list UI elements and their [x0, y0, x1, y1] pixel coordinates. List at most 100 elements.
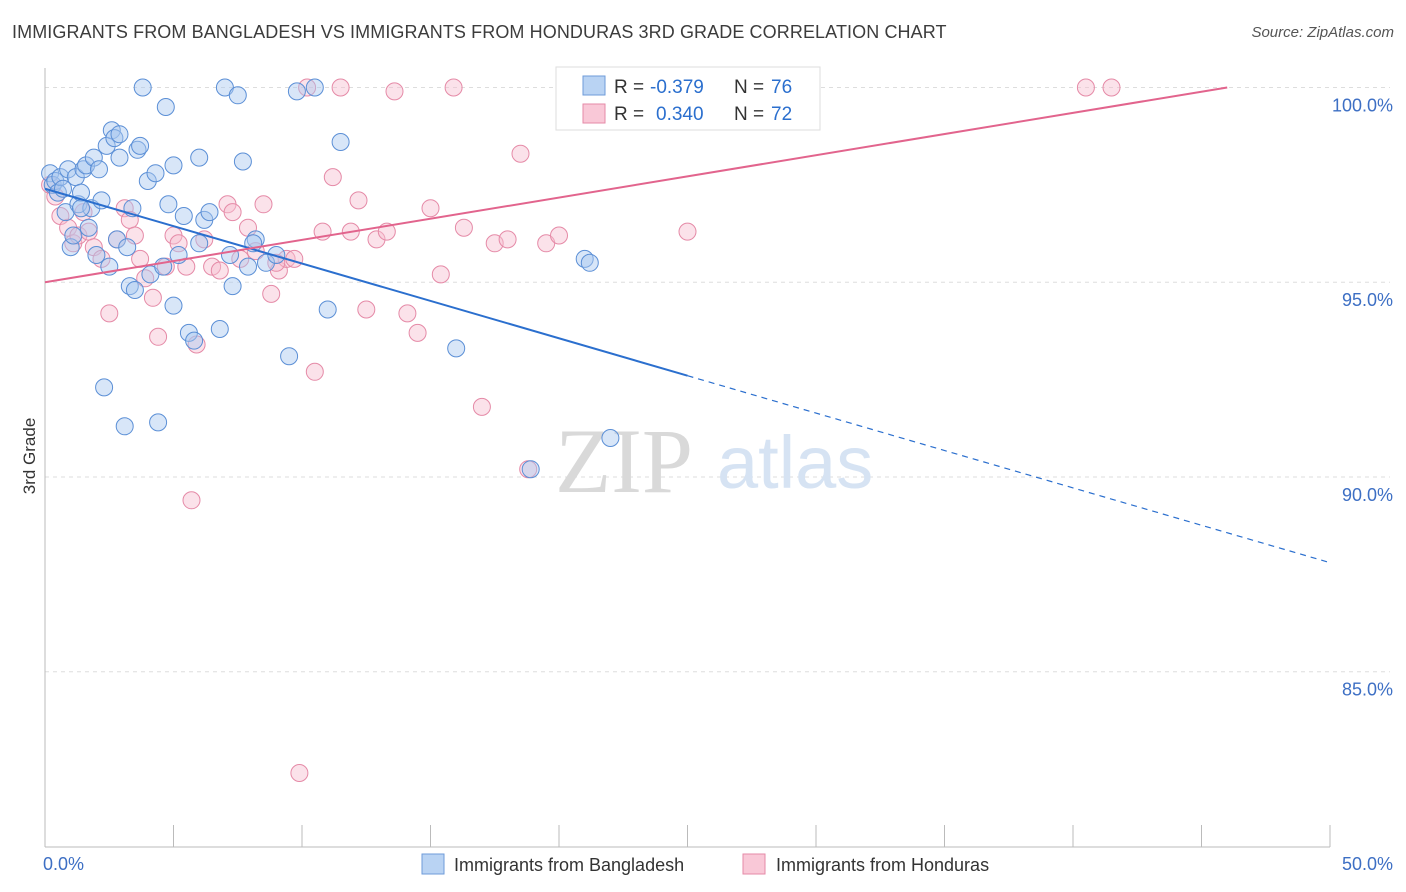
point-honduras-59 [511, 144, 530, 163]
point-honduras-10 [100, 304, 119, 323]
stats-r-value-bangladesh: -0.379 [650, 77, 704, 98]
point-honduras-40 [305, 362, 324, 381]
stats-box: R = -0.379 N = 76 R = 0.340 N = 72 [555, 66, 821, 131]
point-bangladesh-63 [110, 125, 129, 144]
point-bangladesh-74 [156, 98, 175, 116]
point-bangladesh-30 [125, 281, 144, 299]
series-bangladesh-points [41, 78, 620, 479]
point-honduras-69 [1076, 78, 1095, 97]
point-bangladesh-34 [138, 172, 157, 190]
point-honduras-47 [367, 230, 386, 249]
stats-swatch-bangladesh [582, 75, 606, 96]
stats-n-value-honduras: 72 [771, 104, 792, 125]
point-honduras-49 [385, 82, 404, 101]
point-honduras-51 [408, 323, 427, 342]
stats-r-label-bangladesh: R = [614, 77, 644, 98]
point-honduras-52 [421, 199, 440, 218]
trend-line-bangladesh [44, 187, 688, 377]
point-honduras-34 [262, 284, 281, 303]
y-tick-labels: 100.0% 95.0% 90.0% 85.0% [1332, 95, 1393, 699]
point-honduras-50 [398, 304, 417, 323]
point-bangladesh-27 [115, 417, 134, 436]
point-honduras-56 [472, 397, 491, 416]
legend: Immigrants from Bangladesh Immigrants fr… [421, 853, 989, 875]
point-bangladesh-51 [228, 86, 247, 105]
point-honduras-39 [298, 78, 317, 97]
y-tick-label-3: 85.0% [1342, 680, 1393, 700]
point-bangladesh-58 [287, 82, 306, 101]
point-bangladesh-33 [133, 78, 152, 97]
point-honduras-38 [290, 764, 309, 782]
point-bangladesh-50 [223, 277, 242, 296]
point-honduras-54 [444, 78, 463, 97]
point-bangladesh-64 [164, 156, 183, 175]
point-honduras-18 [149, 327, 168, 346]
source-label: Source: ZipAtlas.com [1251, 24, 1394, 41]
point-honduras-53 [431, 265, 450, 284]
point-honduras-23 [182, 491, 201, 510]
point-bangladesh-36 [146, 164, 165, 183]
point-honduras-43 [331, 78, 350, 97]
point-bangladesh-4 [51, 168, 70, 187]
point-honduras-45 [349, 191, 368, 210]
watermark-atlas: atlas [717, 421, 873, 504]
x-tick-labels: 0.0% 50.0% [43, 854, 1393, 874]
chart-title: IMMIGRANTS FROM BANGLADESH VS IMMIGRANTS… [12, 22, 947, 42]
watermark-zip: ZIP [555, 410, 693, 512]
point-bangladesh-47 [200, 203, 219, 222]
point-honduras-27 [210, 261, 229, 280]
stats-n-label-bangladesh: N = [734, 77, 764, 98]
y-tick-label-2: 90.0% [1342, 485, 1393, 505]
point-bangladesh-17 [87, 246, 106, 264]
legend-swatch-honduras [742, 853, 766, 875]
point-bangladesh-53 [239, 257, 257, 276]
point-bangladesh-69 [447, 339, 466, 358]
x-tick-label-1: 50.0% [1342, 854, 1393, 874]
point-bangladesh-40 [164, 296, 183, 315]
point-bangladesh-42 [174, 207, 193, 225]
x-tick-label-0: 0.0% [43, 854, 84, 874]
point-bangladesh-14 [79, 218, 98, 237]
point-bangladesh-73 [601, 429, 620, 447]
trend-line-honduras [44, 86, 1228, 284]
y-tick-label-1: 95.0% [1342, 290, 1393, 310]
point-honduras-66 [678, 222, 697, 241]
point-honduras-33 [254, 195, 273, 214]
x-ticks [44, 825, 1331, 847]
point-bangladesh-25 [108, 230, 126, 249]
point-bangladesh-60 [318, 300, 337, 319]
stats-r-label-honduras: R = [614, 104, 644, 125]
point-honduras-46 [357, 300, 376, 319]
point-bangladesh-8 [64, 226, 83, 245]
point-bangladesh-56 [267, 246, 286, 264]
stats-swatch-honduras [582, 103, 606, 124]
point-bangladesh-26 [110, 148, 129, 167]
point-bangladesh-57 [280, 347, 299, 366]
stats-r-value-honduras: 0.340 [656, 104, 704, 125]
point-honduras-55 [454, 218, 473, 237]
stats-n-value-bangladesh: 76 [771, 77, 792, 98]
point-bangladesh-7 [61, 238, 80, 257]
point-bangladesh-45 [190, 148, 209, 167]
point-bangladesh-62 [190, 234, 209, 253]
point-bangladesh-55 [257, 253, 275, 272]
point-honduras-58 [498, 230, 517, 249]
point-honduras-17 [143, 288, 162, 307]
legend-swatch-bangladesh [421, 853, 445, 875]
point-bangladesh-28 [118, 238, 137, 257]
trend-line-bangladesh-extension [687, 375, 1331, 564]
point-bangladesh-38 [154, 257, 173, 276]
point-bangladesh-16 [84, 148, 103, 167]
point-bangladesh-48 [210, 320, 229, 338]
point-bangladesh-59 [305, 78, 324, 97]
point-bangladesh-75 [221, 246, 239, 264]
point-bangladesh-72 [580, 253, 599, 272]
point-honduras-70 [1102, 78, 1121, 97]
point-bangladesh-32 [131, 136, 150, 155]
point-honduras-62 [550, 226, 568, 245]
point-bangladesh-20 [95, 378, 114, 397]
point-bangladesh-37 [149, 413, 168, 432]
point-bangladesh-65 [72, 199, 90, 218]
point-bangladesh-61 [331, 133, 350, 151]
